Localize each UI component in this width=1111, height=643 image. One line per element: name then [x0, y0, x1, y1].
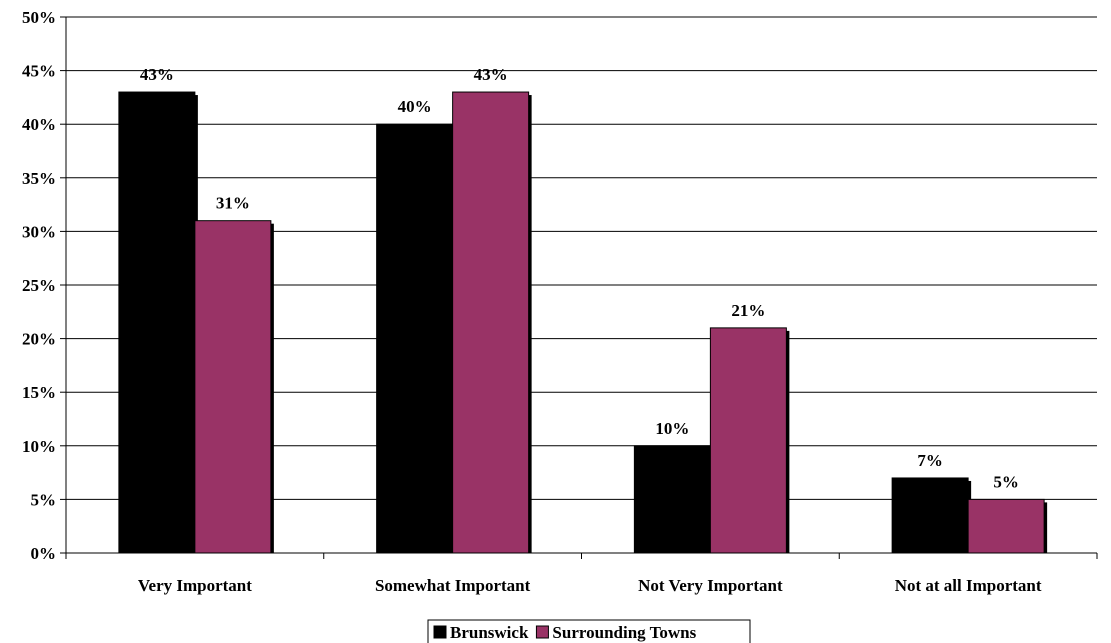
data-label: 40% [398, 97, 432, 116]
y-tick-label: 30% [22, 222, 56, 241]
bar-surrounding-towns [709, 327, 787, 554]
y-tick-label: 45% [22, 62, 56, 81]
data-label: 31% [216, 194, 250, 213]
legend-label: Surrounding Towns [552, 623, 696, 642]
bar-brunswick [118, 91, 196, 554]
labels: 0% 5% 10% 15% 20% 25% 30% 35% 40% 45% 50% 43% 31% Ver… [22, 8, 1042, 595]
bar-brunswick [891, 477, 969, 554]
y-tick-label: 50% [22, 8, 56, 27]
category-label: Not at all Important [895, 576, 1042, 595]
legend-box [427, 619, 751, 643]
y-tick-label: 0% [31, 544, 57, 563]
legend-swatch [535, 625, 549, 639]
bar-surrounding-towns [194, 220, 272, 554]
category-label: Somewhat Important [375, 576, 531, 595]
data-label: 21% [731, 301, 765, 320]
y-tick-label: 35% [22, 169, 56, 188]
legend-label: Brunswick [450, 623, 529, 642]
legend: Brunswick Surrounding Towns [427, 619, 751, 643]
bar-surrounding-towns [452, 91, 530, 554]
bars [118, 91, 1048, 554]
y-tick-label: 5% [31, 490, 57, 509]
y-tick-label: 40% [22, 115, 56, 134]
bar-brunswick [633, 445, 711, 554]
data-label: 10% [655, 419, 689, 438]
data-label: 7% [917, 451, 943, 470]
legend-swatch [433, 625, 447, 639]
y-tick-label: 20% [22, 330, 56, 349]
data-label: 5% [993, 472, 1019, 491]
axes [60, 16, 1098, 559]
data-label: 43% [474, 65, 508, 84]
category-label: Not Very Important [638, 576, 783, 595]
data-label: 43% [140, 65, 174, 84]
y-tick-label: 10% [22, 437, 56, 456]
y-tick-label: 15% [22, 383, 56, 402]
y-tick-label: 25% [22, 276, 56, 295]
category-label: Very Important [138, 576, 252, 595]
bar-brunswick [376, 123, 454, 554]
bar-surrounding-towns [967, 498, 1045, 554]
